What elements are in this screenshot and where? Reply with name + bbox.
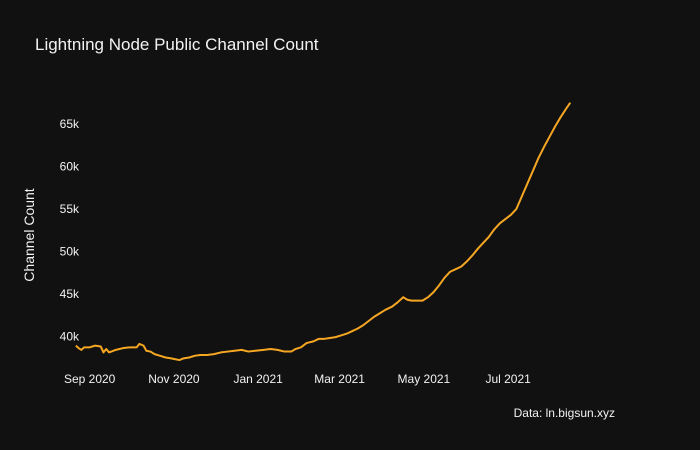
y-axis-ticks: 40k 45k 50k 55k 60k 65k [60,117,80,343]
x-tick-label: Jan 2021 [233,372,283,386]
x-tick-label: Nov 2020 [148,372,200,386]
y-tick-label: 45k [60,287,80,301]
y-tick-label: 55k [60,202,80,216]
y-tick-label: 50k [60,244,80,258]
series-lines [75,102,572,362]
x-tick-label: Mar 2021 [314,372,365,386]
x-axis-ticks: Sep 2020 Nov 2020 Jan 2021 Mar 2021 May 2021… [64,372,531,386]
source-note: Data: ln.bigsun.xyz [513,406,615,420]
x-tick-label: May 2021 [398,372,451,386]
y-tick-label: 40k [60,329,80,343]
y-tick-label: 60k [60,159,80,173]
series-line [75,102,572,362]
x-tick-label: Jul 2021 [485,372,531,386]
x-tick-label: Sep 2020 [64,372,116,386]
chart-title: Lightning Node Public Channel Count [35,35,319,54]
y-tick-label: 65k [60,117,80,131]
